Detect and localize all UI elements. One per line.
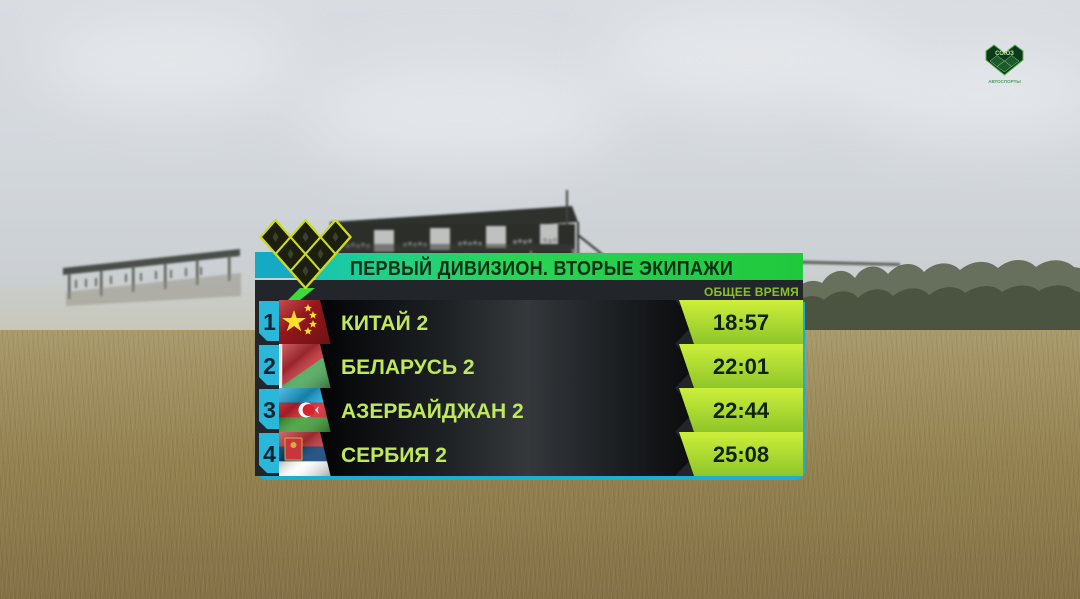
svg-text:1: 1 (263, 309, 276, 335)
svg-text:СЕРБИЯ 2: СЕРБИЯ 2 (341, 444, 447, 467)
svg-text:2: 2 (263, 353, 276, 379)
svg-text:БЕЛАРУСЬ 2: БЕЛАРУСЬ 2 (341, 356, 475, 379)
svg-text:КИТАЙ 2: КИТАЙ 2 (341, 311, 428, 335)
svg-text:22:01: 22:01 (713, 354, 769, 379)
svg-text:25:08: 25:08 (713, 442, 769, 467)
svg-text:3: 3 (263, 397, 276, 423)
svg-text:АВТОСПОРТЫ: АВТОСПОРТЫ (988, 79, 1021, 84)
svg-text:4: 4 (263, 441, 276, 467)
svg-text:18:57: 18:57 (713, 310, 769, 335)
svg-text:22:44: 22:44 (713, 398, 770, 423)
svg-text:АЗЕРБАЙДЖАН 2: АЗЕРБАЙДЖАН 2 (341, 399, 524, 423)
